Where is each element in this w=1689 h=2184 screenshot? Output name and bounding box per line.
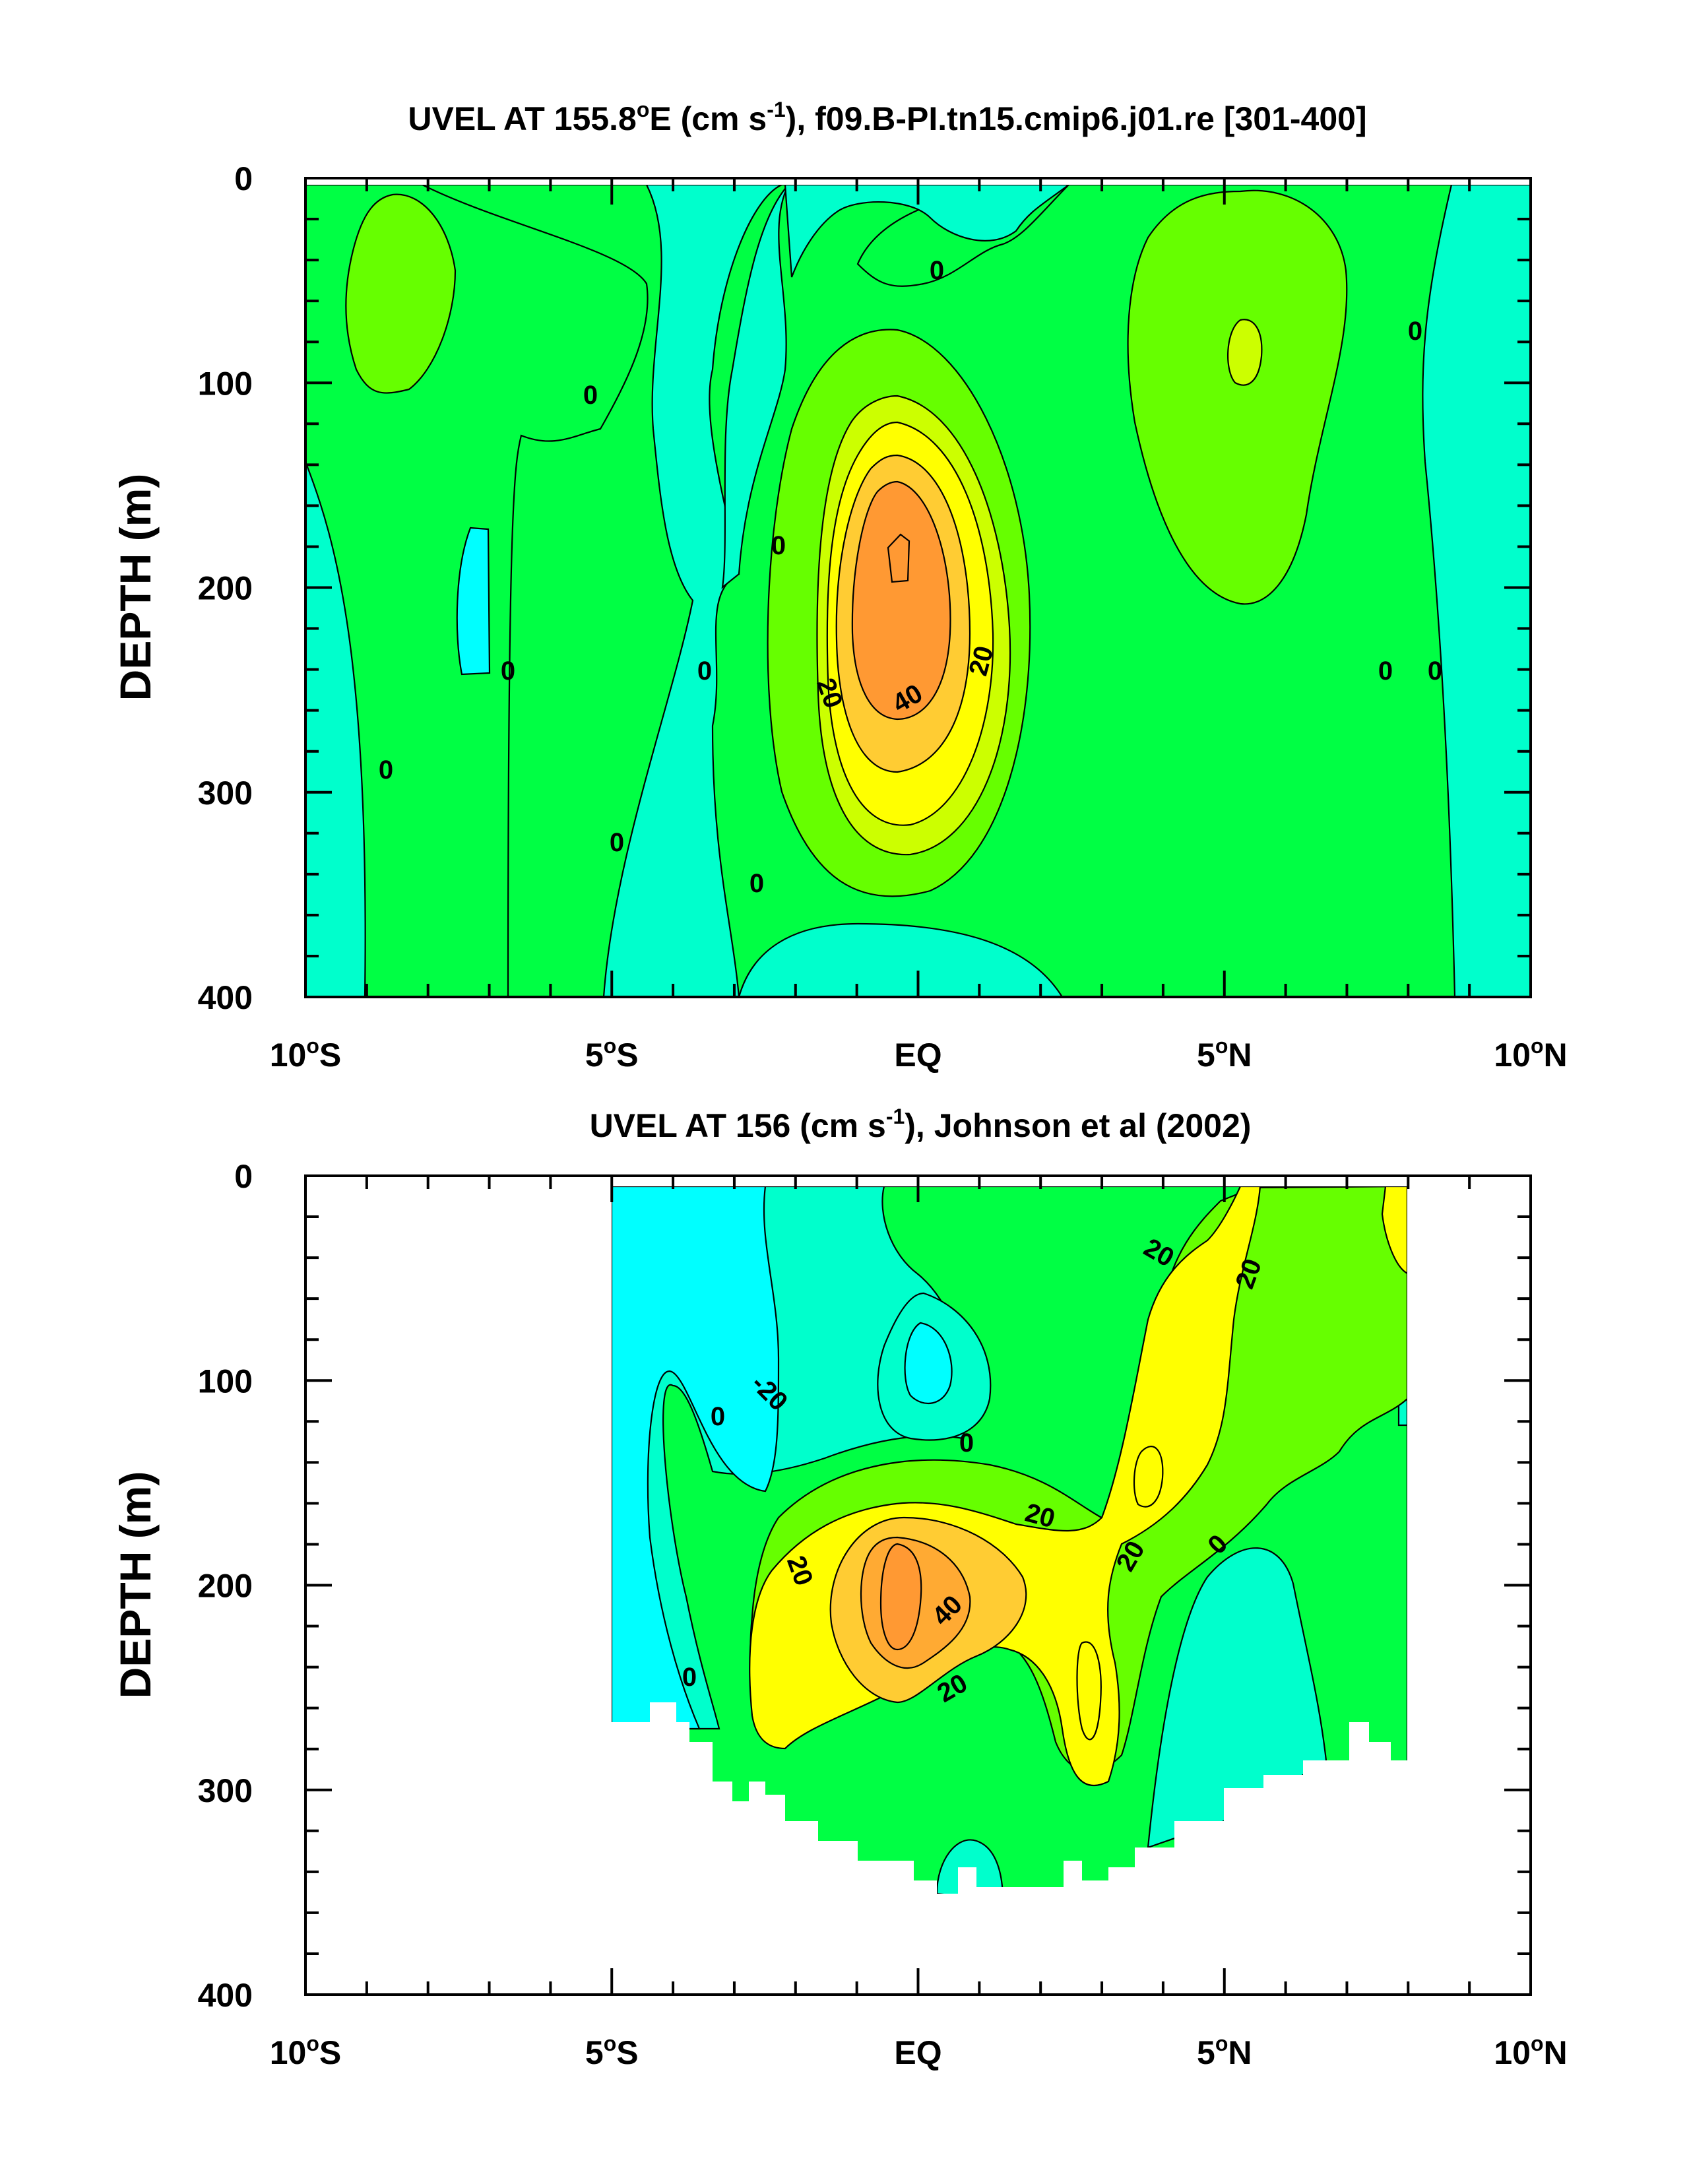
band-neg-top-middle (784, 185, 1070, 278)
band-neg-middle (721, 185, 789, 589)
band-neg-west (305, 185, 366, 997)
contour-label: 0 (682, 1663, 697, 1692)
band-ge-50 (879, 1543, 922, 1651)
contour-label: 0 (749, 869, 764, 898)
y-tick-label: 0 (234, 1158, 253, 1195)
band-10-20-west (345, 193, 457, 394)
contour-label: 0 (1378, 657, 1393, 686)
x-ticks: 10oS 5oS EQ 5oN 10oN (270, 178, 1568, 1074)
contour-label: 0 (1408, 317, 1422, 346)
contour-label: 0 (771, 531, 786, 560)
contour-label: 0 (959, 1429, 974, 1458)
panel-model: UVEL AT 155.8oE (cm s-1), f09.B-PI.tn15.… (111, 98, 1568, 1074)
band-yellow-right (1381, 1186, 1407, 1275)
y-tick-label: 200 (198, 1568, 253, 1605)
contour-label: 0 (1428, 657, 1442, 686)
contour-label: 0 (697, 657, 712, 686)
contour-label: 0 (583, 381, 598, 410)
x-ticks: 10oS 5oS EQ 5oN 10oN (270, 1176, 1568, 2071)
y-tick-label: 100 (198, 1363, 253, 1399)
y-ticks: 0 100 200 300 400 (198, 160, 1531, 1016)
y-tick-label: 300 (198, 1772, 253, 1809)
y-tick-label: 100 (198, 365, 253, 402)
x-tick-label: EQ (894, 1037, 941, 1074)
band-ge-50 (851, 480, 951, 721)
contour-label: 0 (711, 1402, 725, 1431)
band-neg-dark (612, 1186, 780, 1730)
band-neg-north-top (856, 185, 1070, 287)
contour-label: 0 (610, 828, 624, 857)
band-neg-east (1422, 185, 1531, 997)
x-tick-label: 10oN (1494, 1034, 1567, 1074)
x-tick-label: 5oN (1197, 1034, 1252, 1074)
band-gt-50 (887, 533, 910, 583)
band-neg-east (1147, 1547, 1327, 1849)
y-axis-label: DEPTH (m) (111, 474, 160, 701)
band-neg-center-dark (904, 1322, 953, 1405)
panel-observations: UVEL AT 156 (cm s-1), Johnson et al (200… (111, 1105, 1568, 2071)
contour-field (305, 185, 1531, 997)
band-neg-center-west (602, 185, 782, 997)
band-yellow-small (1076, 1641, 1102, 1741)
y-tick-label: 400 (198, 979, 253, 1016)
chart-title: UVEL AT 155.8oE (cm s-1), f09.B-PI.tn15.… (408, 98, 1366, 137)
x-tick-label: 5oS (585, 1034, 639, 1074)
y-ticks: 0 100 200 300 400 (198, 1158, 1531, 2014)
contour-field (612, 1186, 1407, 1894)
x-tick-label: EQ (894, 2034, 941, 2071)
x-tick-label: 5oN (1197, 2032, 1252, 2071)
x-tick-label: 10oS (270, 2032, 342, 2071)
contour-label: 0 (501, 657, 515, 686)
band-yellow-mid (1133, 1446, 1164, 1508)
y-axis-label: DEPTH (m) (111, 1471, 160, 1699)
chart-title: UVEL AT 156 (cm s-1), Johnson et al (200… (590, 1105, 1252, 1144)
x-tick-label: 10oN (1494, 2032, 1567, 2071)
band-neg-pocket (456, 527, 491, 676)
x-tick-label: 5oS (585, 2032, 639, 2071)
band-10-20-east (1127, 189, 1348, 605)
y-tick-label: 400 (198, 1977, 253, 2014)
band-yellow-east (1227, 319, 1263, 386)
band-neg-upper-west (305, 185, 649, 997)
band-neg-bottom (738, 922, 1064, 997)
y-tick-label: 300 (198, 775, 253, 812)
contour-label: 0 (379, 755, 393, 785)
x-tick-label: 10oS (270, 1034, 342, 1074)
contour-label: 0 (930, 256, 944, 285)
y-tick-label: 200 (198, 570, 253, 607)
y-tick-label: 0 (234, 160, 253, 197)
